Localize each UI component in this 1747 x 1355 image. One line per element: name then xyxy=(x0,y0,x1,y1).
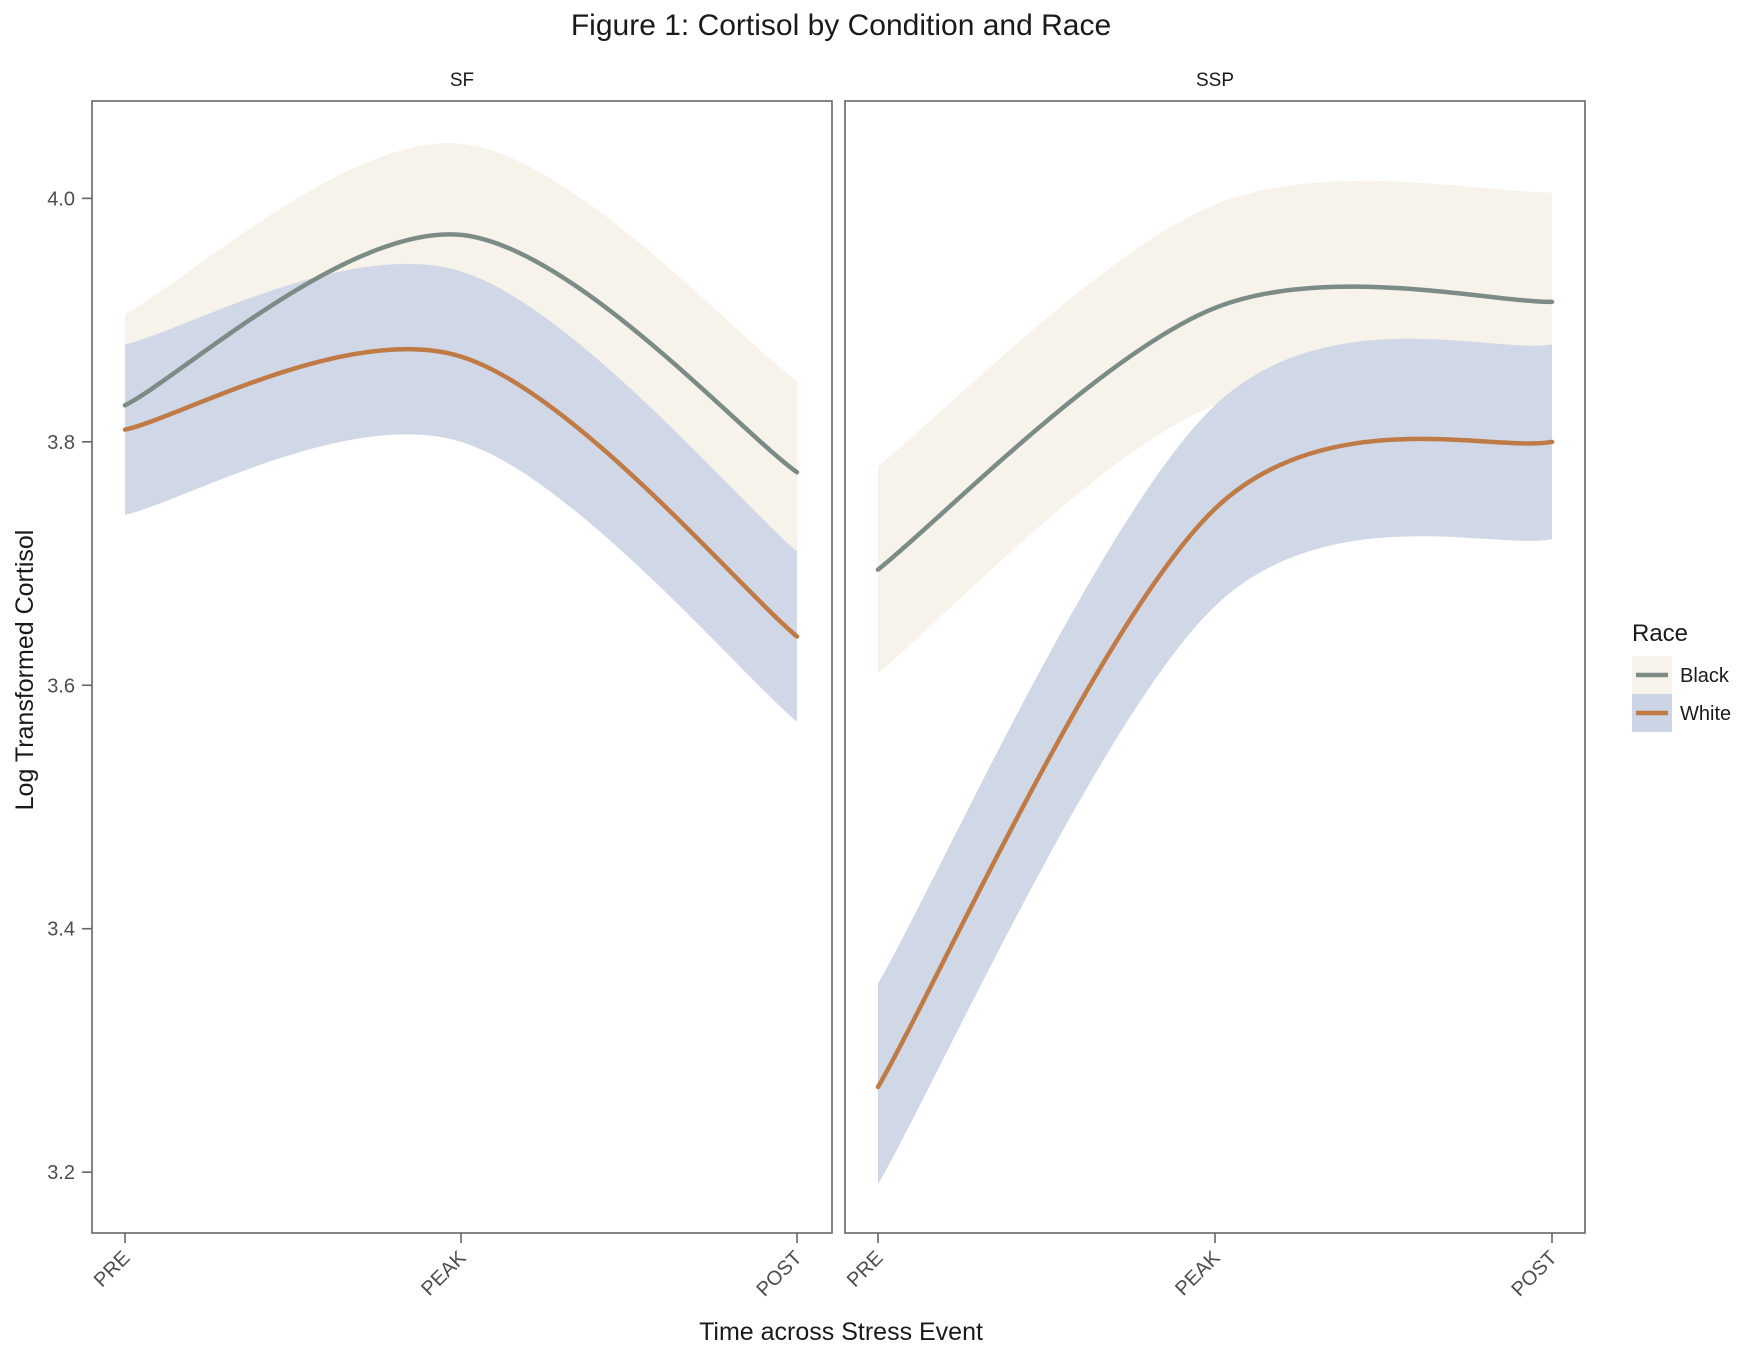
panel-strip-label: SF xyxy=(450,70,474,91)
x-tick-label: PEAK xyxy=(1171,1247,1225,1301)
series-line-white xyxy=(875,436,1555,1090)
confidence-band-white xyxy=(125,263,797,722)
y-tick-label: 3.2 xyxy=(47,1162,75,1184)
x-tick-label: PRE xyxy=(843,1247,888,1292)
y-tick-label: 4.0 xyxy=(47,188,75,210)
x-tick-label: POST xyxy=(1507,1247,1561,1301)
panel-border xyxy=(91,100,833,1234)
chart-title: Figure 1: Cortisol by Condition and Race xyxy=(571,9,1111,42)
legend: Race Black White xyxy=(1632,620,1731,732)
panel-ssp: SSP PRE PEAK POST xyxy=(843,70,1586,1301)
legend-label-white: White xyxy=(1680,703,1731,725)
x-tick-label: PRE xyxy=(90,1247,135,1292)
panel-sf: SF PRE PEAK POST xyxy=(90,70,833,1301)
x-tick-label: POST xyxy=(752,1247,806,1301)
series-line-black xyxy=(875,284,1555,572)
y-tick-label: 3.4 xyxy=(47,919,75,941)
x-axis-title: Time across Stress Event xyxy=(699,1318,983,1346)
series-line-white xyxy=(122,346,800,639)
confidence-band-black xyxy=(125,143,797,564)
y-tick-label: 3.6 xyxy=(47,675,75,697)
y-tick-label: 3.8 xyxy=(47,432,75,454)
y-axis: 3.2 3.4 3.6 3.8 4.0 xyxy=(47,188,92,1184)
y-axis-title: Log Transformed Cortisol xyxy=(11,530,39,811)
x-tick-label: PEAK xyxy=(417,1247,471,1301)
series-line-black xyxy=(122,232,800,475)
panel-strip-label: SSP xyxy=(1196,70,1234,91)
legend-label-black: Black xyxy=(1680,665,1730,687)
legend-title: Race xyxy=(1632,620,1688,647)
panels: SF PRE PEAK POST SSP PRE PEAK POST xyxy=(90,70,1586,1301)
confidence-band-black xyxy=(878,181,1552,674)
